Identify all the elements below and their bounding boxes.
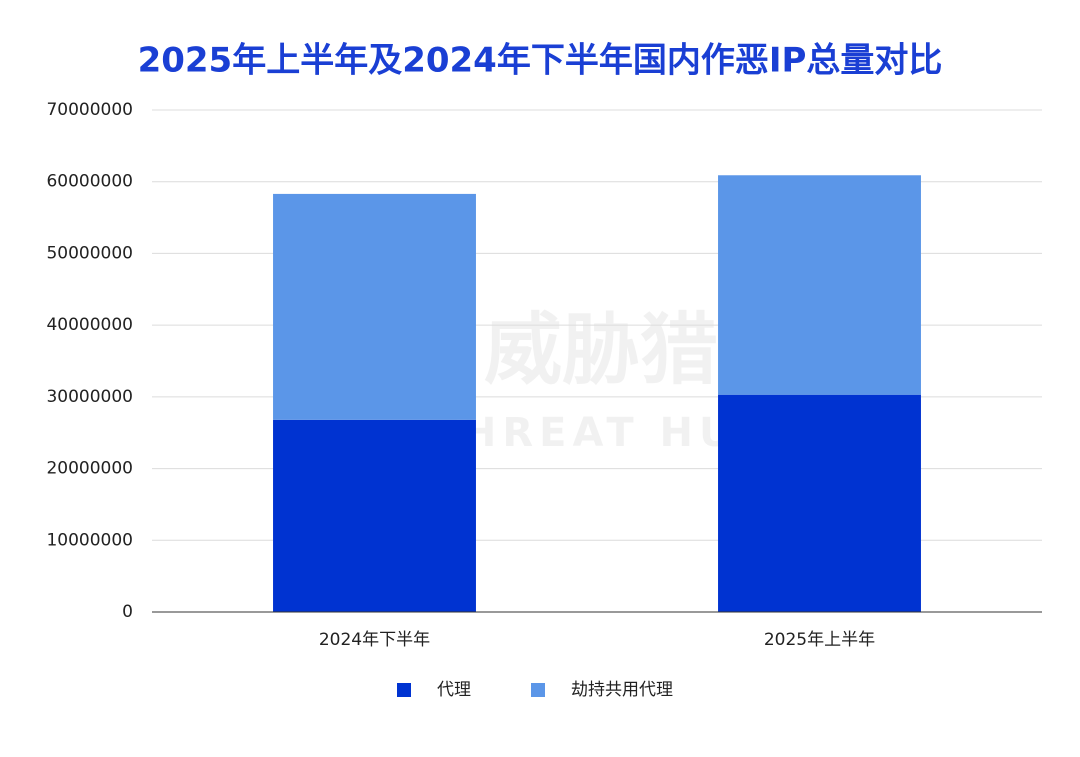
y-tick-label: 50000000: [46, 243, 133, 263]
y-tick-label: 20000000: [46, 459, 133, 479]
y-tick-label: 40000000: [46, 315, 133, 335]
legend-label: 劫持共用代理: [571, 680, 673, 700]
y-tick-label: 30000000: [46, 387, 133, 407]
y-tick-label: 70000000: [46, 100, 133, 120]
legend-swatch: [531, 683, 545, 697]
bar-segment: [718, 394, 921, 612]
bar-segment: [718, 175, 921, 395]
legend-swatch: [397, 683, 411, 697]
y-tick-label: 0: [122, 602, 133, 622]
bar-segment: [273, 419, 476, 612]
bar-segment: [273, 193, 476, 420]
y-tick-label: 10000000: [46, 530, 133, 550]
legend-label: 代理: [437, 680, 471, 700]
chart-title: 2025年上半年及2024年下半年国内作恶IP总量对比: [138, 41, 943, 81]
y-tick-label: 60000000: [46, 172, 133, 192]
x-tick-label: 2024年下半年: [319, 630, 430, 650]
x-tick-label: 2025年上半年: [764, 630, 875, 650]
